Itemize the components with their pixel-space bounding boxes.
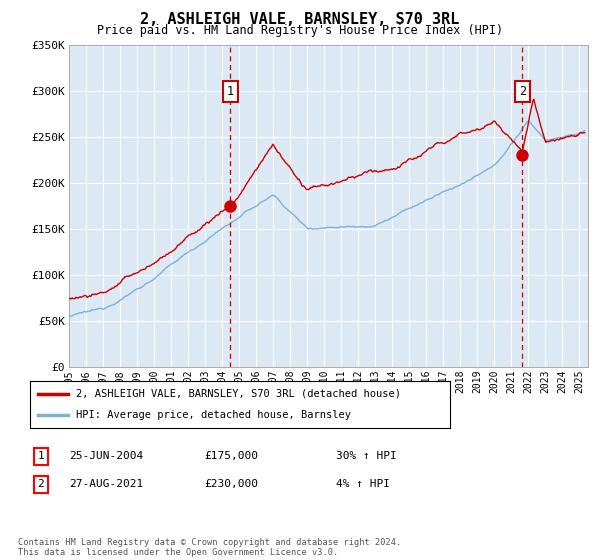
Text: 2, ASHLEIGH VALE, BARNSLEY, S70 3RL (detached house): 2, ASHLEIGH VALE, BARNSLEY, S70 3RL (det… xyxy=(76,389,401,399)
Text: 30% ↑ HPI: 30% ↑ HPI xyxy=(336,451,397,461)
Text: 2, ASHLEIGH VALE, BARNSLEY, S70 3RL: 2, ASHLEIGH VALE, BARNSLEY, S70 3RL xyxy=(140,12,460,27)
Text: 1: 1 xyxy=(37,451,44,461)
Text: Contains HM Land Registry data © Crown copyright and database right 2024.
This d: Contains HM Land Registry data © Crown c… xyxy=(18,538,401,557)
Text: Price paid vs. HM Land Registry's House Price Index (HPI): Price paid vs. HM Land Registry's House … xyxy=(97,24,503,36)
Text: £175,000: £175,000 xyxy=(204,451,258,461)
Text: 4% ↑ HPI: 4% ↑ HPI xyxy=(336,479,390,489)
Text: HPI: Average price, detached house, Barnsley: HPI: Average price, detached house, Barn… xyxy=(76,410,351,420)
Text: 2: 2 xyxy=(519,85,526,98)
Text: 2: 2 xyxy=(37,479,44,489)
Text: 1: 1 xyxy=(227,85,234,98)
Text: £230,000: £230,000 xyxy=(204,479,258,489)
Text: 25-JUN-2004: 25-JUN-2004 xyxy=(69,451,143,461)
Text: 27-AUG-2021: 27-AUG-2021 xyxy=(69,479,143,489)
